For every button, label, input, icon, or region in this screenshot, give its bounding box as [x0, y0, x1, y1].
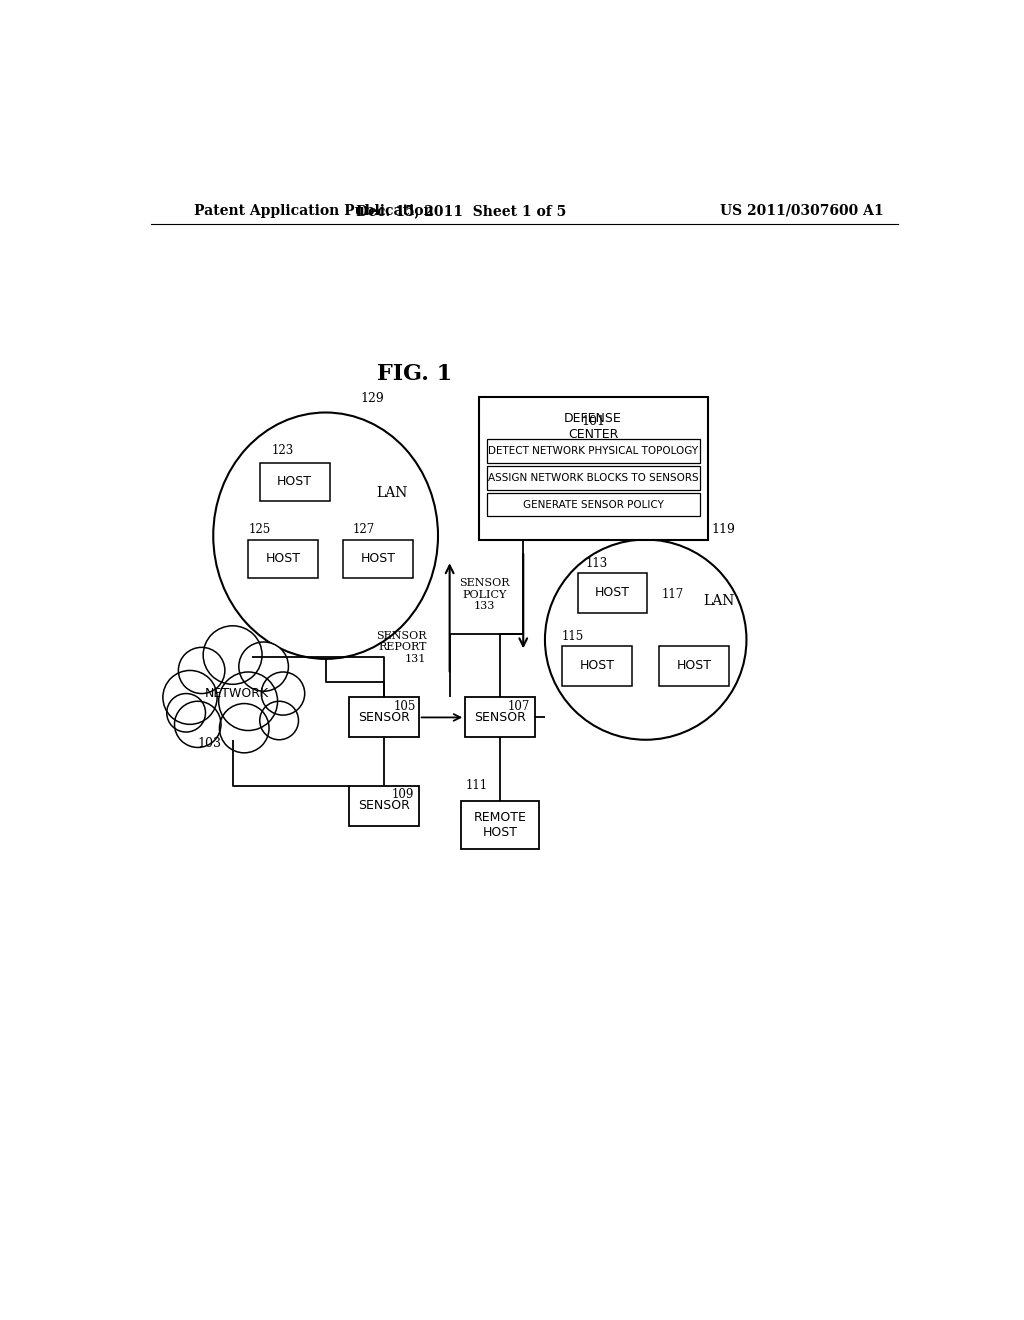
Text: 113: 113 — [586, 557, 607, 570]
Text: 123: 123 — [271, 444, 294, 457]
Circle shape — [178, 647, 225, 693]
Circle shape — [219, 704, 269, 752]
Text: Dec. 15, 2011  Sheet 1 of 5: Dec. 15, 2011 Sheet 1 of 5 — [356, 203, 566, 218]
Bar — [343, 540, 414, 578]
Text: REMOTE
HOST: REMOTE HOST — [473, 812, 526, 840]
Text: DETECT NETWORK PHYSICAL TOPOLOGY: DETECT NETWORK PHYSICAL TOPOLOGY — [488, 446, 698, 455]
Text: ASSIGN NETWORK BLOCKS TO SENSORS: ASSIGN NETWORK BLOCKS TO SENSORS — [487, 473, 698, 483]
Text: 117: 117 — [662, 589, 683, 601]
Bar — [486, 494, 700, 516]
Text: HOST: HOST — [360, 552, 396, 565]
Text: HOST: HOST — [265, 552, 300, 565]
Text: 111: 111 — [466, 779, 487, 792]
Text: DEFENSE
CENTER: DEFENSE CENTER — [564, 412, 622, 441]
Bar — [260, 462, 330, 502]
Circle shape — [239, 642, 289, 692]
Text: 101: 101 — [581, 414, 605, 428]
Bar — [658, 645, 729, 686]
Circle shape — [203, 626, 262, 684]
Text: 127: 127 — [352, 523, 375, 536]
Text: FIG. 1: FIG. 1 — [377, 363, 453, 385]
Text: 103: 103 — [198, 737, 221, 750]
Text: 129: 129 — [360, 392, 384, 405]
Text: SENSOR
POLICY
133: SENSOR POLICY 133 — [459, 578, 510, 611]
Circle shape — [261, 672, 305, 715]
Text: 125: 125 — [248, 523, 270, 536]
Text: 107: 107 — [508, 700, 530, 713]
Text: LAN: LAN — [376, 486, 408, 500]
Text: HOST: HOST — [676, 659, 712, 672]
Bar — [486, 466, 700, 490]
Text: Patent Application Publication: Patent Application Publication — [194, 203, 433, 218]
Ellipse shape — [213, 412, 438, 659]
Text: SENSOR: SENSOR — [474, 711, 526, 723]
Text: HOST: HOST — [580, 659, 614, 672]
Text: SENSOR
REPORT
131: SENSOR REPORT 131 — [376, 631, 426, 664]
Bar — [578, 573, 647, 612]
Bar — [461, 801, 539, 849]
Text: GENERATE SENSOR POLICY: GENERATE SENSOR POLICY — [522, 500, 664, 510]
Text: 119: 119 — [712, 523, 735, 536]
Bar — [349, 697, 419, 738]
Bar — [562, 645, 632, 686]
Text: NETWORK: NETWORK — [205, 686, 268, 700]
Circle shape — [174, 701, 221, 747]
Text: 105: 105 — [394, 700, 416, 713]
Circle shape — [163, 671, 217, 725]
Text: 109: 109 — [391, 788, 414, 801]
Bar — [248, 540, 317, 578]
Text: LAN: LAN — [703, 594, 735, 609]
Text: HOST: HOST — [278, 475, 312, 488]
Text: US 2011/0307600 A1: US 2011/0307600 A1 — [721, 203, 884, 218]
Circle shape — [219, 672, 278, 730]
Text: SENSOR: SENSOR — [357, 800, 410, 813]
Bar — [479, 397, 708, 540]
Text: HOST: HOST — [595, 586, 630, 599]
Circle shape — [167, 693, 206, 733]
Circle shape — [545, 540, 746, 739]
Circle shape — [260, 701, 299, 739]
Bar — [486, 440, 700, 462]
Bar — [349, 785, 419, 826]
Text: 115: 115 — [562, 631, 585, 644]
Bar — [465, 697, 535, 738]
Text: SENSOR: SENSOR — [357, 711, 410, 723]
